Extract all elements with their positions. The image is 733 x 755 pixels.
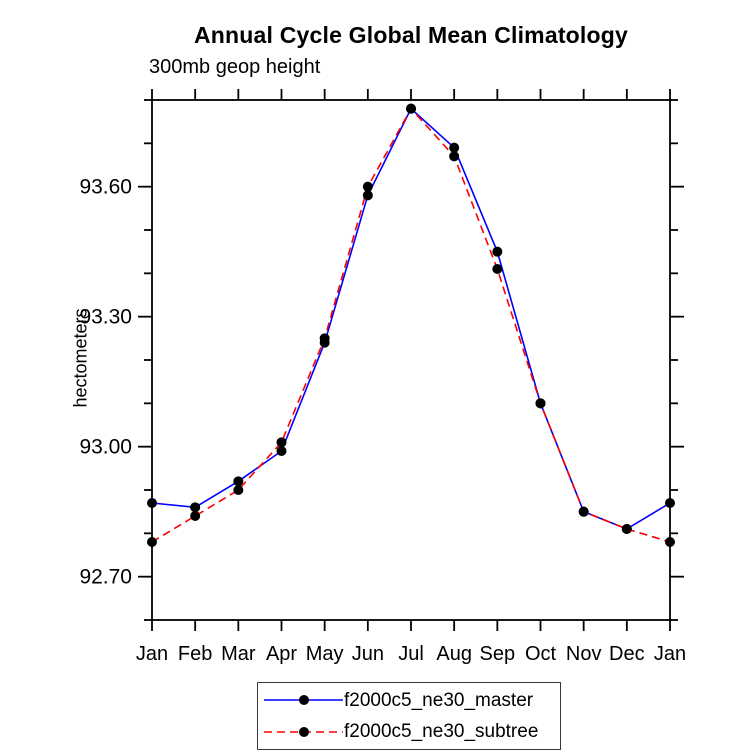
- x-tick-label: Oct: [525, 643, 557, 665]
- x-tick-label: Aug: [436, 643, 472, 665]
- chart-subtitle: 300mb geop height: [149, 56, 321, 78]
- x-tick-label: Jan: [654, 643, 686, 665]
- data-point-marker: [190, 511, 201, 521]
- x-tick-label: Mar: [221, 643, 256, 665]
- y-tick-label: 92.70: [79, 566, 132, 589]
- legend-line-subtree-icon: [264, 726, 343, 737]
- data-point-marker: [665, 498, 675, 508]
- legend-box: f2000c5_ne30_master f2000c5_ne30_subtree: [257, 682, 561, 750]
- x-tick-label: Feb: [178, 643, 212, 665]
- y-tick-label: 93.00: [79, 436, 132, 459]
- chart-title: Annual Cycle Global Mean Climatology: [193, 22, 629, 48]
- legend-label-master: f2000c5_ne30_master: [344, 689, 534, 711]
- data-point-marker: [233, 476, 244, 487]
- x-tick-label: May: [306, 643, 344, 665]
- plot-border: [151, 99, 671, 621]
- data-point-marker: [147, 498, 157, 508]
- data-point-marker: [362, 190, 373, 201]
- data-point-marker: [233, 485, 244, 495]
- legend-item-master: f2000c5_ne30_master: [263, 686, 560, 714]
- data-point-marker: [492, 246, 503, 257]
- y-tick-label: 93.30: [79, 306, 132, 329]
- y-tick-label: 93.60: [79, 176, 132, 199]
- data-point-marker: [492, 264, 503, 274]
- legend-label-subtree: f2000c5_ne30_subtree: [344, 721, 539, 743]
- data-point-marker: [621, 524, 632, 534]
- data-point-marker: [665, 537, 675, 547]
- x-tick-label: Jun: [352, 643, 384, 665]
- x-tick-label: Nov: [566, 643, 602, 665]
- series-line-0: [151, 107, 671, 530]
- legend-item-subtree: f2000c5_ne30_subtree: [263, 718, 560, 746]
- x-tick-label: Sep: [480, 643, 516, 665]
- data-point-marker: [276, 437, 287, 448]
- data-point-marker: [319, 333, 330, 344]
- data-point-marker: [190, 502, 201, 513]
- x-tick-label: Dec: [609, 643, 645, 665]
- data-point-marker: [362, 181, 373, 192]
- legend-line-master-icon: [264, 695, 343, 706]
- data-point-marker: [535, 398, 546, 409]
- data-point-marker: [406, 103, 416, 114]
- x-tick-label: Jan: [136, 643, 168, 665]
- data-point-marker: [276, 446, 287, 456]
- data-point-marker: [449, 151, 460, 162]
- x-tick-label: Jul: [398, 643, 424, 665]
- data-point-marker: [147, 537, 157, 547]
- data-point-marker: [449, 142, 460, 153]
- series-line-1: [151, 107, 671, 543]
- x-tick-label: Apr: [266, 643, 297, 665]
- data-point-marker: [578, 506, 589, 517]
